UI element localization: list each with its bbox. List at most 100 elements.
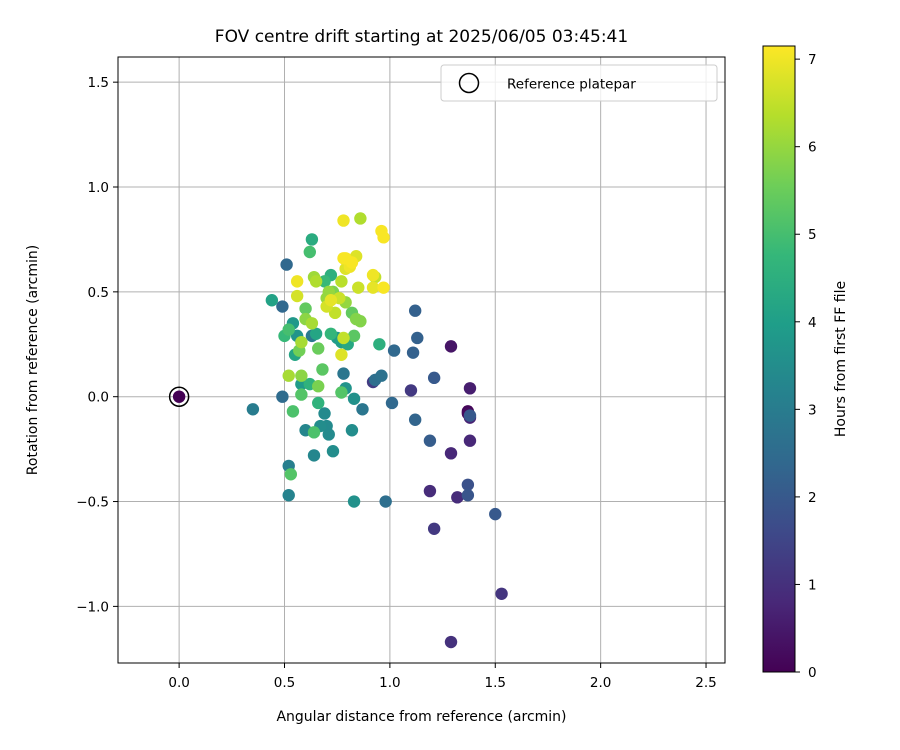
data-point bbox=[305, 233, 319, 246]
data-point bbox=[354, 212, 367, 225]
colorbar-gradient bbox=[762, 45, 796, 673]
y-tick-label: 1.5 bbox=[88, 75, 109, 91]
data-point bbox=[347, 392, 361, 405]
data-point bbox=[324, 327, 338, 340]
data-point bbox=[366, 268, 380, 282]
data-point bbox=[276, 390, 289, 403]
colorbar: 0 1 2 3 4 5 6 7 Hours from first FF file bbox=[762, 45, 849, 681]
data-point bbox=[404, 384, 418, 397]
data-point bbox=[444, 340, 458, 353]
data-point bbox=[489, 507, 502, 521]
data-point bbox=[387, 344, 401, 357]
data-point bbox=[276, 300, 289, 313]
data-point bbox=[423, 434, 437, 447]
data-point bbox=[326, 445, 340, 458]
data-point bbox=[385, 396, 399, 410]
data-point bbox=[427, 522, 441, 535]
data-point bbox=[408, 413, 422, 426]
data-point bbox=[305, 317, 319, 330]
data-point bbox=[352, 281, 365, 294]
colorbar-tick-label: 6 bbox=[808, 140, 817, 156]
data-point bbox=[265, 294, 279, 307]
data-point bbox=[379, 495, 392, 508]
data-point bbox=[345, 256, 359, 269]
y-axis-ticks: −1.0 −0.5 0.0 0.5 1.0 1.5 bbox=[76, 75, 118, 615]
data-points bbox=[168, 212, 508, 649]
data-point bbox=[282, 489, 295, 502]
data-point bbox=[299, 302, 312, 315]
data-point bbox=[295, 369, 308, 382]
data-point bbox=[377, 231, 390, 244]
data-point bbox=[354, 315, 367, 328]
data-point bbox=[423, 484, 437, 498]
x-tick-label: 0.0 bbox=[168, 675, 189, 691]
data-point bbox=[337, 331, 350, 345]
colorbar-tick-label: 1 bbox=[808, 577, 817, 593]
data-point bbox=[408, 304, 422, 317]
data-point bbox=[463, 434, 477, 447]
plot-frame bbox=[117, 56, 726, 664]
data-point bbox=[307, 426, 321, 439]
data-point bbox=[337, 214, 350, 227]
reference-point-ring bbox=[168, 386, 190, 407]
x-tick-label: 0.5 bbox=[274, 675, 295, 691]
y-tick-label: 1.0 bbox=[88, 180, 109, 196]
data-point bbox=[335, 275, 348, 288]
data-point bbox=[328, 306, 342, 320]
data-point bbox=[461, 478, 475, 491]
x-tick-label: 2.0 bbox=[590, 675, 611, 691]
data-point bbox=[312, 380, 325, 393]
data-point bbox=[295, 335, 308, 349]
chart-title: FOV centre drift starting at 2025/06/05 … bbox=[215, 27, 628, 47]
colorbar-tick-label: 5 bbox=[808, 227, 817, 243]
data-point bbox=[347, 495, 361, 508]
data-point bbox=[282, 369, 295, 382]
y-tick-label: 0.0 bbox=[88, 390, 109, 406]
legend: Reference platepar bbox=[440, 64, 718, 102]
data-point bbox=[246, 403, 260, 416]
data-point bbox=[280, 258, 293, 271]
data-point bbox=[309, 275, 323, 288]
colorbar-tick-label: 2 bbox=[808, 490, 817, 506]
x-tick-label: 2.5 bbox=[695, 675, 716, 691]
y-tick-label: −1.0 bbox=[76, 599, 109, 615]
data-point bbox=[312, 396, 325, 410]
data-point bbox=[411, 331, 424, 345]
colorbar-tick-label: 7 bbox=[808, 52, 817, 68]
colorbar-tick-label: 3 bbox=[808, 402, 817, 418]
data-point bbox=[335, 386, 348, 399]
data-point bbox=[347, 329, 361, 343]
x-axis-ticks: 0.0 0.5 1.0 1.5 2.0 2.5 bbox=[168, 663, 717, 691]
data-point bbox=[282, 323, 295, 336]
data-point bbox=[406, 346, 420, 359]
x-tick-label: 1.0 bbox=[379, 675, 400, 691]
data-point bbox=[309, 327, 323, 340]
data-point bbox=[307, 449, 321, 462]
y-tick-label: 0.5 bbox=[88, 285, 109, 301]
data-point bbox=[290, 289, 304, 303]
legend-reference-marker bbox=[458, 72, 480, 94]
x-axis-label: Angular distance from reference (arcmin) bbox=[276, 709, 566, 725]
colorbar-tick-label: 4 bbox=[808, 315, 817, 331]
grid bbox=[118, 57, 725, 663]
data-point bbox=[284, 468, 298, 481]
data-point bbox=[451, 491, 464, 504]
data-point bbox=[303, 245, 316, 259]
data-point bbox=[286, 405, 300, 418]
data-point bbox=[312, 342, 325, 355]
data-point bbox=[345, 424, 359, 437]
colorbar-tick-label: 0 bbox=[808, 665, 817, 681]
data-point bbox=[324, 294, 338, 307]
x-tick-label: 1.5 bbox=[485, 675, 506, 691]
data-point bbox=[356, 403, 369, 416]
data-point bbox=[375, 369, 388, 382]
data-point bbox=[377, 281, 390, 294]
data-point bbox=[335, 348, 348, 361]
data-point bbox=[366, 281, 380, 294]
data-point bbox=[373, 338, 386, 351]
data-point bbox=[337, 367, 350, 380]
colorbar-ticks: 0 1 2 3 4 5 6 7 bbox=[795, 52, 817, 681]
data-point bbox=[427, 371, 441, 385]
data-point bbox=[290, 275, 304, 288]
